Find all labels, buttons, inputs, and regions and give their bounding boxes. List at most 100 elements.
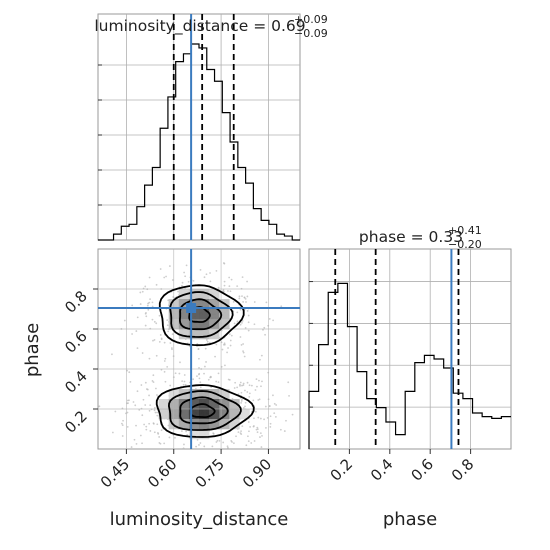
sample-point bbox=[230, 334, 233, 337]
ld-title-minus: −0.09 bbox=[294, 27, 328, 40]
sample-point bbox=[228, 285, 231, 288]
sample-point bbox=[111, 431, 114, 434]
sample-point bbox=[241, 384, 243, 387]
sample-point bbox=[149, 298, 151, 301]
x-ticks: 0.2 0.4 0.6 0.8 bbox=[327, 449, 478, 485]
sample-point bbox=[152, 374, 155, 377]
sample-point bbox=[240, 400, 243, 402]
ld-title-median: 0.69 bbox=[271, 17, 306, 35]
sample-point bbox=[131, 304, 134, 307]
sample-point bbox=[273, 402, 276, 405]
sample-point bbox=[122, 419, 124, 422]
sample-point bbox=[127, 402, 129, 405]
sample-point bbox=[215, 269, 218, 272]
sample-point bbox=[264, 405, 267, 408]
sample-point bbox=[238, 295, 241, 298]
sample-point bbox=[142, 398, 145, 401]
sample-point bbox=[247, 321, 250, 324]
grid bbox=[309, 249, 511, 449]
sample-point bbox=[131, 333, 133, 335]
sample-point bbox=[240, 344, 243, 346]
sample-point bbox=[237, 431, 240, 434]
sample-point bbox=[151, 301, 154, 304]
density-cell bbox=[188, 329, 200, 340]
density-cell bbox=[199, 319, 210, 330]
sample-point bbox=[223, 343, 226, 346]
contours bbox=[155, 284, 255, 438]
sample-point bbox=[183, 374, 186, 376]
density-cell bbox=[219, 389, 230, 400]
sample-point bbox=[179, 361, 181, 364]
sample-point bbox=[145, 311, 147, 314]
sample-point bbox=[265, 301, 268, 304]
sample-point bbox=[256, 431, 259, 434]
sample-point bbox=[240, 391, 243, 394]
sample-point bbox=[242, 384, 245, 387]
sample-point bbox=[158, 436, 161, 438]
sample-point bbox=[207, 378, 210, 381]
sample-point bbox=[181, 284, 183, 287]
sample-point bbox=[146, 304, 149, 307]
density-cell bbox=[188, 419, 200, 430]
sample-point bbox=[214, 355, 216, 358]
sample-point bbox=[262, 328, 264, 331]
density-cell bbox=[178, 409, 190, 420]
sample-point bbox=[209, 376, 212, 379]
sample-point bbox=[168, 265, 171, 267]
sample-point bbox=[203, 365, 206, 368]
sample-point bbox=[196, 439, 199, 441]
sample-point bbox=[244, 389, 246, 392]
sample-point bbox=[258, 398, 261, 401]
sample-point bbox=[217, 286, 220, 289]
histogram-step bbox=[308, 282, 511, 449]
sample-point bbox=[244, 401, 247, 404]
sample-point bbox=[148, 357, 151, 360]
sample-point bbox=[135, 442, 138, 445]
sample-point bbox=[147, 308, 150, 311]
sample-point bbox=[218, 439, 221, 442]
sample-point bbox=[227, 378, 230, 381]
density-cell bbox=[209, 409, 220, 420]
sample-point bbox=[246, 280, 248, 283]
sample-point bbox=[166, 365, 169, 368]
sample-point bbox=[204, 347, 207, 350]
panel-frame bbox=[97, 13, 301, 241]
sample-point bbox=[203, 372, 205, 375]
y-ticks bbox=[98, 64, 102, 206]
sample-point bbox=[253, 440, 256, 442]
sample-point bbox=[232, 300, 235, 303]
sample-point bbox=[228, 333, 231, 335]
sample-point bbox=[222, 441, 225, 444]
sample-point bbox=[248, 430, 250, 433]
sample-point bbox=[141, 352, 144, 354]
histogram bbox=[308, 282, 511, 449]
sample-point bbox=[198, 357, 200, 360]
sample-point bbox=[196, 375, 198, 378]
sample-point bbox=[141, 442, 143, 445]
sample-point bbox=[192, 378, 195, 381]
x-tick-label: 0.45 bbox=[97, 455, 133, 491]
sample-point bbox=[264, 333, 266, 336]
sample-point bbox=[212, 432, 215, 435]
contour-line bbox=[169, 291, 234, 338]
sample-point bbox=[134, 404, 137, 407]
sample-point bbox=[247, 329, 250, 332]
sample-point bbox=[203, 276, 206, 279]
x-tick-label: 0.8 bbox=[448, 455, 478, 485]
sample-point bbox=[130, 446, 133, 448]
sample-point bbox=[199, 442, 202, 444]
density-cell bbox=[178, 329, 190, 340]
sample-point bbox=[268, 318, 271, 320]
sample-point bbox=[273, 412, 276, 415]
sample-point bbox=[183, 271, 186, 274]
sample-point bbox=[239, 381, 242, 384]
density-cell bbox=[219, 309, 230, 320]
sample-point bbox=[233, 387, 236, 389]
grid bbox=[98, 249, 300, 449]
density-cell bbox=[209, 299, 220, 310]
sample-point bbox=[287, 381, 290, 384]
sample-point bbox=[133, 438, 136, 441]
sample-point bbox=[261, 380, 263, 383]
ph-title-eq: = bbox=[406, 228, 429, 246]
sample-point bbox=[216, 439, 219, 442]
